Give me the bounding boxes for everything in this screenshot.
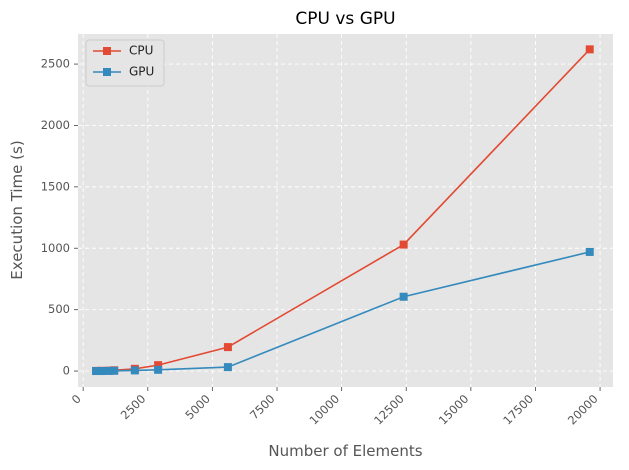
data-point-gpu [223, 363, 232, 372]
legend-marker-gpu [103, 68, 111, 76]
legend-label-cpu: CPU [129, 44, 153, 58]
x-tick-label: 2500 [118, 392, 149, 423]
y-tick-label: 1500 [41, 179, 70, 193]
data-point-gpu [130, 366, 139, 375]
data-point-cpu [154, 361, 163, 370]
data-point-gpu [97, 367, 106, 376]
grid [78, 34, 613, 387]
data-point-gpu [154, 365, 163, 374]
data-point-gpu [585, 247, 594, 256]
x-tick-label: 12500 [371, 392, 407, 428]
data-point-gpu [92, 367, 101, 376]
x-tick-label: 7500 [247, 392, 278, 423]
x-tick-label: 15000 [436, 392, 472, 428]
data-point-gpu [399, 292, 408, 301]
x-tick-label: 17500 [500, 392, 536, 428]
y-tick-label: 1000 [41, 241, 70, 255]
y-tick-label: 0 [63, 364, 70, 378]
data-point-gpu [110, 366, 119, 375]
legend-marker-cpu [103, 47, 111, 55]
data-point-gpu [105, 366, 114, 375]
legend: CPU GPU [85, 39, 165, 87]
x-axis-label: Number of Elements [268, 442, 422, 460]
data-point-cpu [399, 240, 408, 249]
x-tick-label: 0 [69, 392, 84, 407]
y-tick-label: 2500 [41, 57, 70, 71]
data-point-cpu [585, 45, 594, 54]
series-group [92, 45, 594, 376]
y-axis-ticks: 0 500 1000 1500 2000 2500 [41, 57, 78, 378]
x-axis-ticks: 0 2500 5000 7500 10000 12500 15000 17500 20000 [69, 387, 601, 427]
plot-background [78, 34, 613, 387]
x-tick-label: 10000 [306, 392, 342, 428]
y-tick-label: 2000 [41, 118, 70, 132]
y-tick-label: 500 [48, 302, 70, 316]
data-point-cpu [223, 343, 232, 352]
x-tick-label: 5000 [182, 392, 213, 423]
y-axis-label: Execution Time (s) [8, 140, 26, 279]
x-tick-label: 20000 [565, 392, 601, 428]
legend-label-gpu: GPU [129, 65, 154, 79]
chart-title: CPU vs GPU [295, 9, 395, 29]
